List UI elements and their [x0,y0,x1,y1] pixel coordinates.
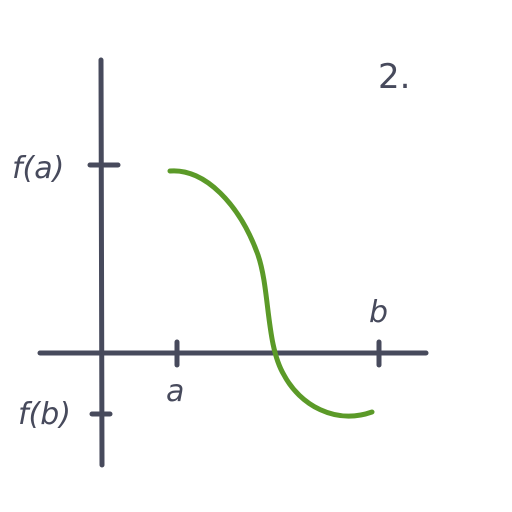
y-axis [98,57,105,468]
function-curve [167,168,375,419]
label-b: b [369,295,388,330]
label-f-of-a: f(a) [12,151,64,186]
label-f-of-b: f(b) [18,397,71,432]
problem-number: 2. [378,57,410,97]
label-a: a [166,374,184,409]
